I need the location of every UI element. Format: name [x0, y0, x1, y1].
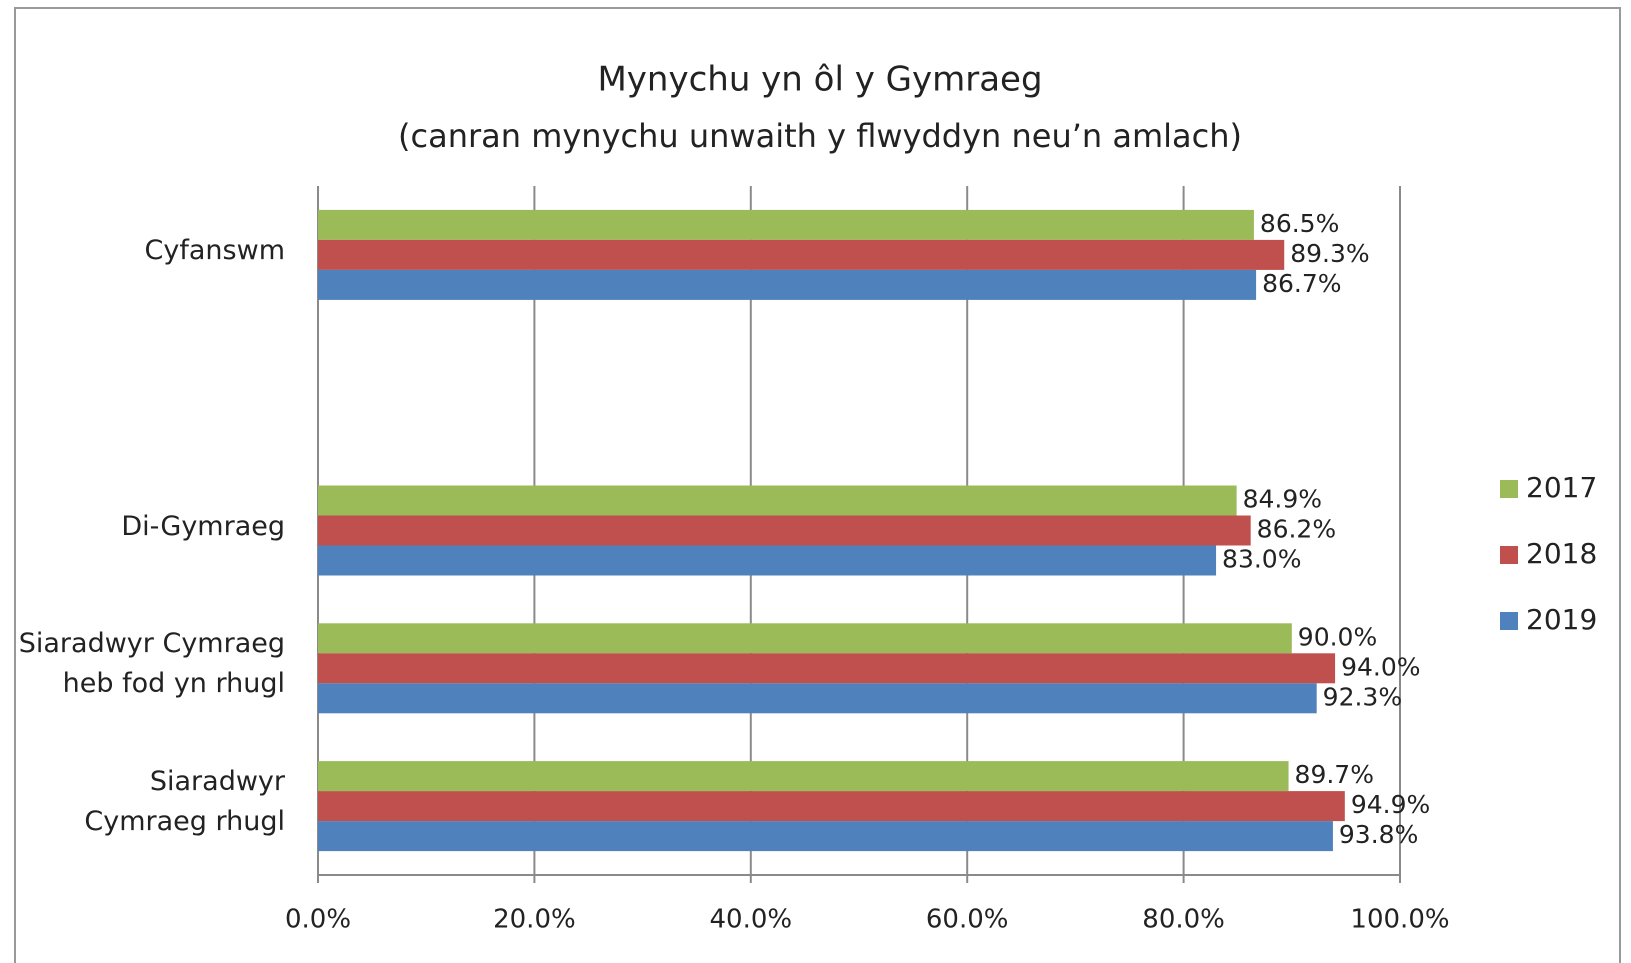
legend-label: 2019 [1526, 603, 1597, 636]
bar [318, 209, 1254, 240]
bar [318, 791, 1345, 822]
x-tick-label: 100.0% [1350, 905, 1449, 935]
value-label: 93.8% [1339, 820, 1418, 849]
x-tick-label: 40.0% [709, 905, 792, 935]
legend-swatch [1500, 480, 1518, 498]
chart-title: Mynychu yn ôl y Gymraeg [597, 60, 1042, 100]
value-label: 86.7% [1262, 269, 1341, 298]
value-label: 90.0% [1298, 622, 1377, 651]
bar [318, 239, 1285, 270]
value-label: 84.9% [1243, 485, 1322, 514]
bar [318, 515, 1251, 546]
value-label: 83.0% [1222, 545, 1301, 574]
legend-swatch [1500, 546, 1518, 564]
category-label: Siaradwyr Cymraeg heb fod yn rhugl [18, 628, 285, 700]
category-label: Siaradwyr Cymraeg rhugl [84, 766, 285, 838]
category-label: Di-Gymraeg [121, 510, 285, 542]
value-label: 89.3% [1290, 239, 1369, 268]
x-tick-label: 0.0% [285, 905, 351, 935]
value-label: 86.5% [1260, 209, 1339, 238]
bar [318, 485, 1237, 516]
value-label: 86.2% [1257, 515, 1336, 544]
legend-label: 2018 [1526, 537, 1597, 570]
bar [318, 761, 1289, 792]
legend-swatch [1500, 612, 1518, 630]
bar [318, 269, 1257, 300]
legend-label: 2017 [1526, 471, 1597, 504]
frame [14, 7, 1621, 963]
chart-subtitle: (canran mynychu unwaith y flwyddyn neu’n… [398, 117, 1242, 155]
bar [318, 623, 1292, 654]
value-label: 94.0% [1341, 652, 1420, 681]
category-label: Cyfanswm [144, 234, 285, 266]
x-tick-label: 60.0% [926, 905, 1009, 935]
value-label: 89.7% [1295, 760, 1374, 789]
value-label: 94.9% [1351, 790, 1430, 819]
x-tick-label: 20.0% [493, 905, 576, 935]
bar [318, 653, 1336, 684]
bar [318, 545, 1217, 576]
x-tick-label: 80.0% [1142, 905, 1225, 935]
bar [318, 821, 1333, 852]
bar [318, 683, 1317, 714]
value-label: 92.3% [1323, 682, 1402, 711]
